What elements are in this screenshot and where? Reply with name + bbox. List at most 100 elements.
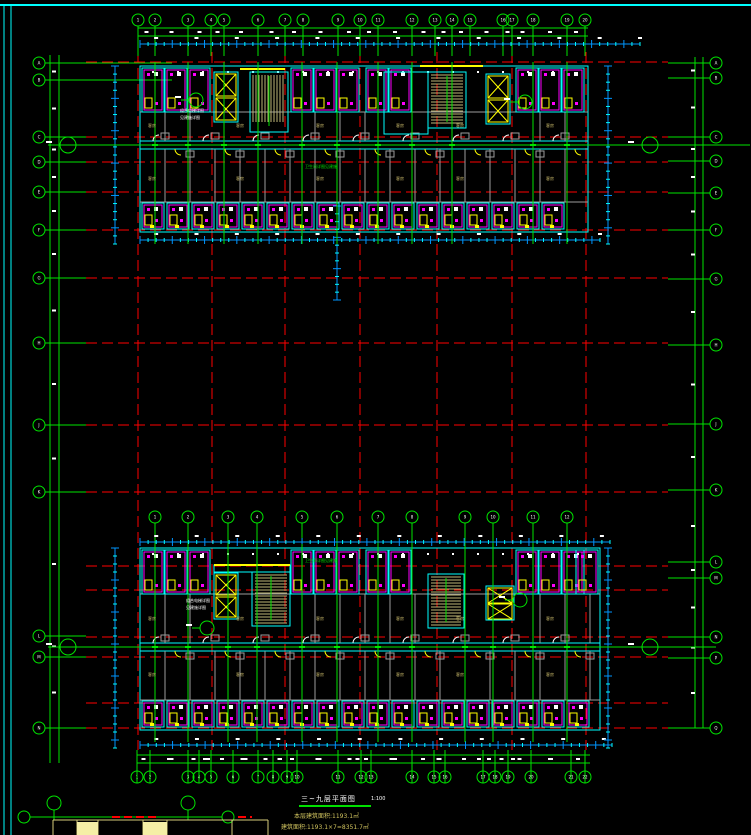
fixture-dot xyxy=(172,706,175,709)
dim-text-mark xyxy=(559,535,564,537)
fixture-dot xyxy=(380,717,383,720)
door-arc xyxy=(524,148,532,156)
room-label: 客房 xyxy=(546,175,554,181)
bathroom-cluster xyxy=(561,67,585,113)
elevator-car xyxy=(215,73,237,97)
fixture-dot xyxy=(378,554,382,558)
bathtub xyxy=(394,712,403,724)
fixture-dot xyxy=(574,72,578,76)
door-arc xyxy=(574,650,582,658)
door-arc xyxy=(552,134,560,142)
bathtub xyxy=(144,214,153,226)
fixture-dot xyxy=(447,706,450,709)
axis-bubble-label: 10 xyxy=(490,515,496,520)
room-label: 客房 xyxy=(456,671,464,677)
balcony-dot xyxy=(475,225,479,228)
dim-text-mark xyxy=(389,758,394,760)
dim-text-mark xyxy=(628,643,634,645)
bathroom-wall xyxy=(143,551,163,593)
bathroom-wall xyxy=(518,204,538,228)
bathtub xyxy=(144,712,153,724)
speckle xyxy=(277,553,279,555)
bathtub xyxy=(391,579,400,591)
bathtub xyxy=(294,712,303,724)
closet xyxy=(510,634,520,642)
fixture-dot xyxy=(551,72,555,76)
fixture-dot xyxy=(555,219,558,222)
tiny-note: 见建施详图 xyxy=(186,604,206,610)
fixture-dot xyxy=(354,705,358,709)
dim-text-mark xyxy=(479,738,484,740)
dim-text-mark xyxy=(599,535,604,537)
fixture-dot xyxy=(504,207,508,211)
dim-text-mark xyxy=(52,457,56,460)
bathroom-wall xyxy=(418,204,438,228)
dim-text-mark xyxy=(597,37,602,39)
bathroom-wall xyxy=(343,204,363,228)
axis-stub-lines xyxy=(48,62,172,81)
dim-text-mark xyxy=(691,148,695,150)
elevator-car xyxy=(215,574,237,596)
bathroom-wall xyxy=(577,551,597,593)
dim-text-mark xyxy=(691,525,695,527)
bathtub xyxy=(519,214,528,226)
dim-text-mark xyxy=(437,535,442,537)
fixture-dot xyxy=(350,584,353,587)
fixture-dot xyxy=(197,208,200,211)
fixture-dot xyxy=(342,555,345,558)
axis-bubble xyxy=(221,810,235,824)
closet xyxy=(185,150,195,158)
dim-text-mark xyxy=(511,758,515,760)
bathroom-cluster xyxy=(316,202,340,230)
bathroom-wall xyxy=(393,204,413,228)
fixture-dot xyxy=(497,208,500,211)
bathroom-cluster xyxy=(216,202,240,230)
dim-text-mark xyxy=(52,383,56,385)
elevator-x xyxy=(215,97,237,121)
fixture-dot xyxy=(349,554,353,558)
speckle xyxy=(327,71,329,73)
fixture-dot xyxy=(380,219,383,222)
door-arc xyxy=(324,148,332,156)
fixture-dot xyxy=(347,208,350,211)
balcony-dot xyxy=(325,723,329,726)
dim-text-mark xyxy=(169,758,174,760)
dim-text-mark xyxy=(518,535,523,537)
speckle xyxy=(152,71,154,73)
door-arc xyxy=(202,636,210,644)
fixture-dot xyxy=(178,102,181,105)
elevator-x xyxy=(215,596,237,618)
bathtub xyxy=(244,712,253,724)
elevator-x xyxy=(487,603,513,620)
dim-text-mark xyxy=(397,535,402,537)
elevator-shaft xyxy=(213,572,239,620)
fixture-dot xyxy=(205,717,208,720)
room-label: 客房 xyxy=(396,122,404,128)
elevator-x xyxy=(215,574,237,596)
dim-text-mark xyxy=(436,37,441,39)
bathroom-wall xyxy=(293,204,313,228)
axis-bubble-label: B xyxy=(715,76,718,81)
stair-shaft xyxy=(249,71,289,133)
room-label: 客房 xyxy=(316,122,324,128)
bathtub xyxy=(269,214,278,226)
dim-text-mark xyxy=(316,535,321,537)
dim-text-mark xyxy=(549,758,553,760)
speckle xyxy=(527,71,529,73)
closet xyxy=(560,132,570,140)
bathroom-wall xyxy=(189,551,209,593)
dim-text-mark xyxy=(441,31,446,33)
fixture-dot xyxy=(170,555,173,558)
bathroom-cluster xyxy=(365,549,389,595)
closet xyxy=(210,132,220,140)
door-arc xyxy=(474,148,482,156)
dim-text-mark xyxy=(347,758,352,760)
fixture-dot xyxy=(589,584,592,587)
fixture-dot xyxy=(454,207,458,211)
sheet-border xyxy=(0,4,751,835)
bathroom-wall xyxy=(143,702,163,726)
balcony-dot xyxy=(200,723,204,726)
dim-text-mark xyxy=(235,535,240,537)
bathroom-cluster xyxy=(516,700,540,728)
dim-text-mark xyxy=(356,535,361,537)
